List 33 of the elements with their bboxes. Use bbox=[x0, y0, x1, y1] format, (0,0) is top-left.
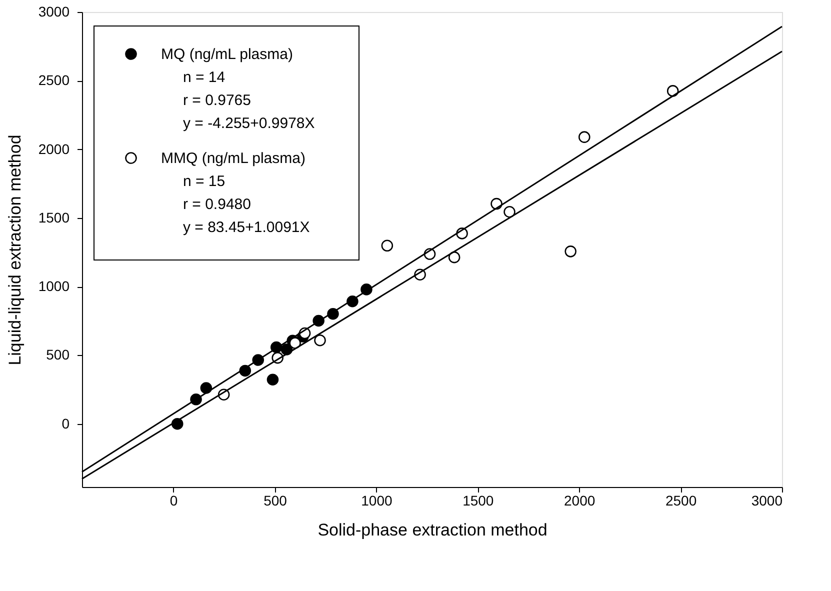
y-tick-label: 2500 bbox=[38, 72, 70, 88]
y-tick-label: 500 bbox=[46, 346, 70, 363]
point bbox=[266, 374, 279, 386]
y-tick-label: 3000 bbox=[38, 4, 70, 20]
x-tick-label: 2000 bbox=[564, 492, 596, 508]
x-tick-label: 3000 bbox=[751, 492, 783, 508]
legend-label: MMQ (ng/mL plasma) bbox=[161, 150, 306, 167]
y-tick-label: 0 bbox=[62, 415, 70, 432]
point bbox=[314, 334, 326, 346]
annotation: y = 83.45+1.0091X bbox=[183, 219, 310, 236]
annotation: y = -4.255+0.9978X bbox=[183, 115, 315, 132]
x-tick-label: 500 bbox=[264, 492, 288, 508]
legend-label: MQ (ng/mL plasma) bbox=[161, 46, 293, 63]
annotation: r = 0.9765 bbox=[183, 92, 251, 109]
y-tick-label: 2000 bbox=[38, 140, 70, 157]
point bbox=[200, 382, 212, 394]
y-tick-label: 1000 bbox=[38, 278, 70, 294]
x-tick-label: 1000 bbox=[361, 492, 392, 508]
point bbox=[578, 131, 590, 143]
point bbox=[381, 240, 394, 252]
point bbox=[448, 251, 460, 264]
annotation: n = 15 bbox=[183, 173, 226, 190]
y-tick-label: 1500 bbox=[38, 209, 70, 226]
x-axis-title: Solid-phase extraction method bbox=[318, 520, 548, 540]
annotation: r = 0.9480 bbox=[183, 196, 251, 213]
point bbox=[666, 85, 679, 97]
point bbox=[504, 206, 516, 218]
x-tick-label: 1500 bbox=[462, 492, 494, 508]
point bbox=[564, 246, 576, 258]
x-tick-label: 2500 bbox=[665, 492, 697, 508]
annotation: n = 14 bbox=[183, 69, 226, 86]
y-axis-title: Liquid-liquid extraction method bbox=[5, 134, 24, 366]
x-tick-label: 0 bbox=[170, 492, 178, 508]
